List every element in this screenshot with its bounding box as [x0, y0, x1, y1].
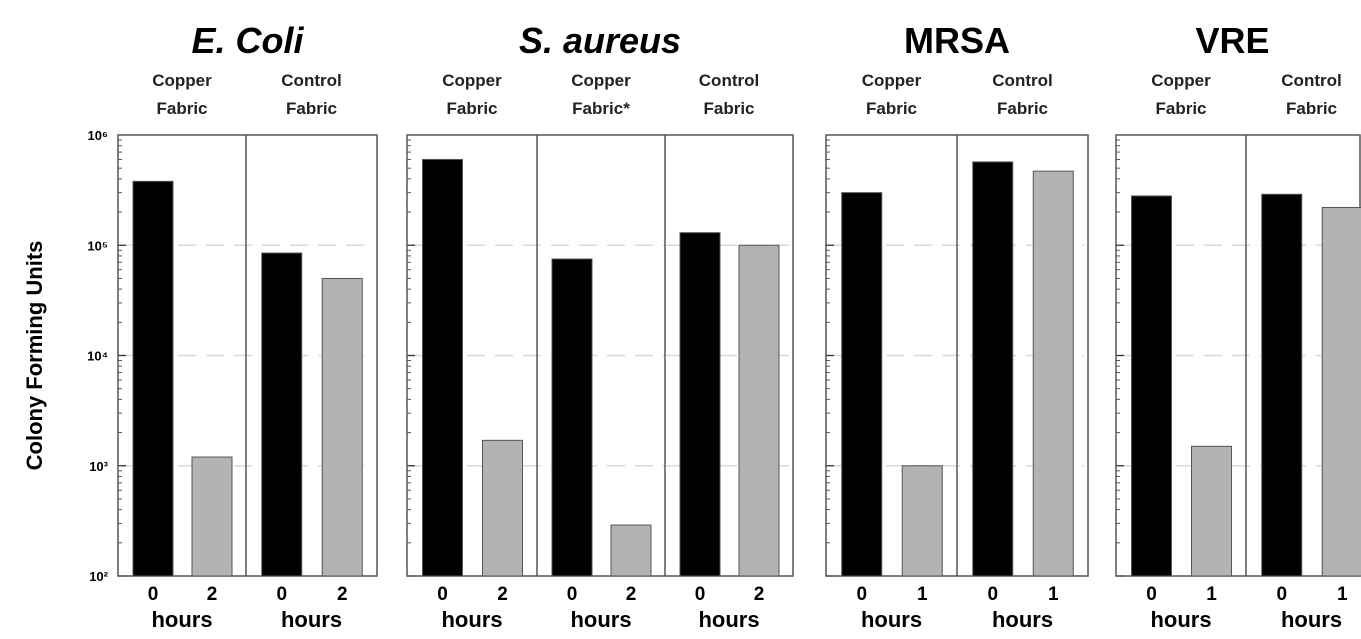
- bar-time-0: [679, 232, 721, 577]
- group-label: Copper: [442, 71, 502, 90]
- group-label: Control: [699, 71, 759, 90]
- y-axis-label: Colony Forming Units: [22, 241, 47, 471]
- group-label: Fabric: [1286, 99, 1337, 118]
- bar-time-after: [191, 456, 233, 577]
- y-tick-label: 10⁶: [88, 128, 108, 143]
- bar-time-0: [841, 192, 883, 577]
- x-tick-label: 0: [1276, 584, 1287, 605]
- panel-title: S. aureus: [519, 20, 681, 61]
- x-tick-label: 2: [754, 584, 765, 605]
- bar-time-after: [1321, 206, 1361, 577]
- bar-time-after: [1191, 445, 1232, 577]
- group-label: Fabric: [1155, 99, 1206, 118]
- bar-time-0: [972, 161, 1014, 577]
- x-tick-label: 2: [626, 584, 637, 605]
- x-tick-label: 1: [1337, 584, 1348, 605]
- x-tick-label: 0: [987, 584, 998, 605]
- x-tick-label: 0: [567, 584, 578, 605]
- x-axis-label: hours: [992, 607, 1053, 632]
- x-tick-label: 0: [695, 584, 706, 605]
- bar-time-0: [422, 158, 463, 577]
- y-tick-label: 10⁵: [87, 238, 108, 253]
- x-tick-label: 2: [207, 584, 218, 605]
- group-label: Fabric*: [572, 99, 630, 118]
- x-tick-label: 0: [856, 584, 867, 605]
- group-label: Fabric: [446, 99, 497, 118]
- bar-time-after: [901, 465, 943, 577]
- x-axis-label: hours: [861, 607, 922, 632]
- group-label: Copper: [862, 71, 922, 90]
- bar-time-after: [482, 439, 523, 577]
- x-axis-label: hours: [281, 607, 342, 632]
- group-label: Fabric: [703, 99, 754, 118]
- group-label: Fabric: [997, 99, 1048, 118]
- x-tick-label: 0: [276, 584, 287, 605]
- group-label: Fabric: [866, 99, 917, 118]
- bar-time-0: [261, 252, 303, 577]
- group-label: Control: [1281, 71, 1341, 90]
- group-label: Copper: [1151, 71, 1211, 90]
- x-axis-label: hours: [151, 607, 212, 632]
- panel-title: MRSA: [904, 20, 1010, 61]
- group-label: Control: [281, 71, 341, 90]
- y-tick-label: 10³: [89, 459, 108, 474]
- x-tick-label: 1: [1206, 584, 1217, 605]
- x-tick-label: 2: [497, 584, 508, 605]
- x-tick-label: 1: [1048, 584, 1059, 605]
- x-tick-label: 1: [917, 584, 928, 605]
- x-tick-label: 2: [337, 584, 348, 605]
- y-tick-label: 10²: [89, 569, 108, 584]
- bar-time-after: [321, 277, 363, 577]
- group-label: Copper: [152, 71, 212, 90]
- group-label: Copper: [571, 71, 631, 90]
- group-label: Control: [992, 71, 1052, 90]
- bar-time-0: [1261, 193, 1303, 577]
- panel-frame: [117, 134, 378, 577]
- x-axis-label: hours: [698, 607, 759, 632]
- panel-frame: [406, 134, 794, 577]
- bar-time-0: [1131, 195, 1172, 577]
- x-tick-label: 0: [1146, 584, 1157, 605]
- x-axis-label: hours: [1150, 607, 1211, 632]
- x-tick-label: 0: [148, 584, 159, 605]
- x-axis-label: hours: [1281, 607, 1342, 632]
- panel-title: E. Coli: [191, 20, 304, 61]
- bar-time-after: [610, 524, 652, 577]
- bar-time-0: [132, 180, 174, 577]
- bar-time-after: [1032, 170, 1074, 577]
- bar-time-0: [551, 258, 593, 577]
- x-axis-label: hours: [441, 607, 502, 632]
- panel-title: VRE: [1195, 20, 1269, 61]
- x-axis-label: hours: [570, 607, 631, 632]
- bar-time-after: [738, 244, 780, 577]
- y-tick-label: 10⁴: [87, 349, 108, 364]
- group-label: Fabric: [156, 99, 207, 118]
- x-tick-label: 0: [437, 584, 448, 605]
- group-label: Fabric: [286, 99, 337, 118]
